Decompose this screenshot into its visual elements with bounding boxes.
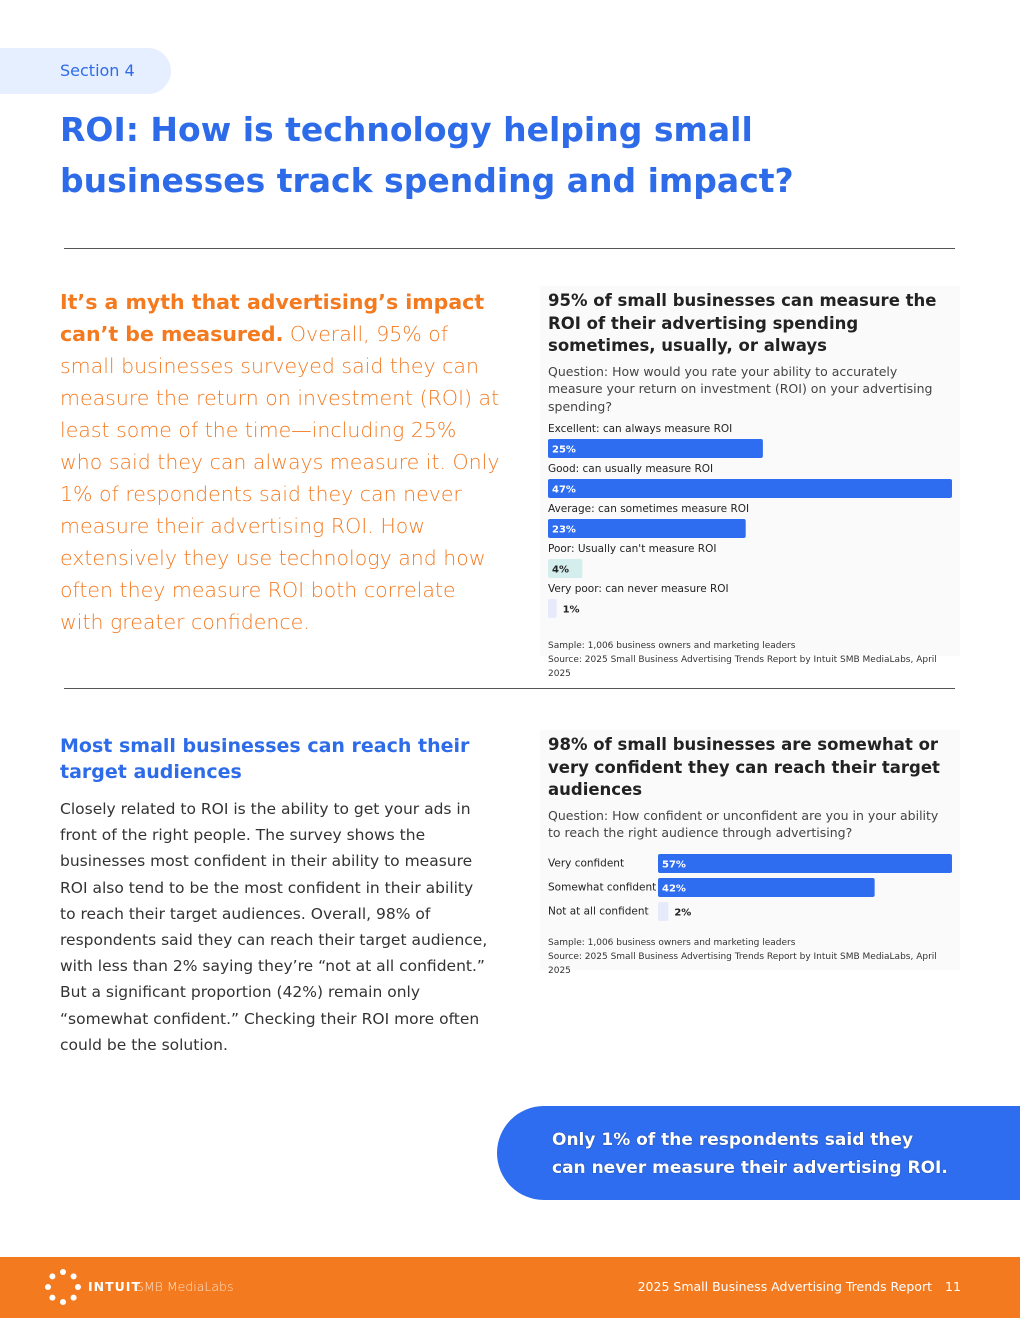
- callout: Only 1% of the respondents said they can…: [497, 1106, 1020, 1200]
- value-label: 4%: [552, 565, 569, 576]
- section-label: Section 4: [60, 61, 135, 80]
- report-name: 2025 Small Business Advertising Trends R…: [637, 1279, 932, 1294]
- chart-note: Source: 2025 Small Business Advertising …: [548, 951, 937, 976]
- chart-panel: 95% of small businesses can measure the …: [540, 286, 960, 679]
- category-label: Average: can sometimes measure ROI: [548, 503, 749, 515]
- chart-note: Source: 2025 Small Business Advertising …: [548, 655, 937, 679]
- value-label: 47%: [552, 485, 576, 496]
- divider: [64, 248, 955, 249]
- value-label: 1%: [563, 605, 580, 616]
- chart-question: Question: How confident or unconfident a…: [548, 807, 939, 841]
- chart-title: 98% of small businesses are somewhat or …: [548, 735, 940, 799]
- chart-panel: 98% of small businesses are somewhat or …: [540, 730, 960, 976]
- chart-notes: Sample: 1,006 business owners and market…: [540, 639, 960, 681]
- chart-note: Sample: 1,006 business owners and market…: [548, 937, 796, 948]
- category-label: Very confident: [548, 857, 624, 869]
- bar: [658, 853, 952, 873]
- bar: [658, 877, 875, 897]
- intro-body: Overall, 95% of small businesses surveye…: [60, 322, 500, 634]
- chart-note: Sample: 1,006 business owners and market…: [548, 641, 796, 651]
- chart-plot: Very confident 57% Somewhat confident 42% No…: [548, 853, 952, 921]
- bar: [548, 479, 952, 498]
- category-label: Poor: Usually can't measure ROI: [548, 543, 716, 555]
- bar: [658, 901, 669, 921]
- bar: [548, 599, 557, 618]
- value-label: 42%: [662, 883, 686, 894]
- logo-mark: [45, 1269, 81, 1305]
- subsection-body: Closely related to ROI is the ability to…: [60, 800, 488, 1054]
- category-label: Excellent: can always measure ROI: [548, 423, 732, 435]
- page-title: ROI: How is technology helping small bus…: [60, 110, 794, 200]
- bar: [548, 559, 583, 578]
- divider: [64, 688, 955, 689]
- category-label: Very poor: can never measure ROI: [548, 583, 729, 595]
- section-pill: Section 4: [0, 48, 171, 94]
- brand: INTUIT: [88, 1279, 141, 1294]
- page-number: 11: [945, 1279, 961, 1294]
- footer: INTUIT SMB MediaLabs 2025 Small Business…: [0, 1257, 1020, 1318]
- chart-notes: Sample: 1,006 business owners and market…: [540, 936, 960, 978]
- intro: It’s a myth that advertising’s impact ca…: [60, 286, 500, 638]
- value-label: 25%: [552, 445, 576, 456]
- chart-question: Question: How would you rate your abilit…: [548, 363, 933, 414]
- chart-plot: Excellent: can always measure ROI 25% Good…: [548, 423, 952, 618]
- subsection-heading: Most small businesses can reach their ta…: [60, 735, 470, 783]
- category-label: Somewhat confident: [548, 881, 656, 893]
- bar: [548, 519, 746, 538]
- bar: [548, 439, 763, 458]
- value-label: 57%: [662, 859, 686, 870]
- category-label: Not at all confident: [548, 905, 649, 917]
- value-label: 23%: [552, 525, 576, 536]
- chart-title: 95% of small businesses can measure the …: [548, 291, 937, 355]
- callout-text: Only 1% of the respondents said they can…: [552, 1130, 948, 1178]
- category-label: Good: can usually measure ROI: [548, 463, 713, 475]
- intro-lead: It’s a myth that advertising’s impact ca…: [60, 290, 485, 346]
- value-label: 2%: [674, 907, 691, 918]
- brand-sub: SMB MediaLabs: [136, 1279, 234, 1294]
